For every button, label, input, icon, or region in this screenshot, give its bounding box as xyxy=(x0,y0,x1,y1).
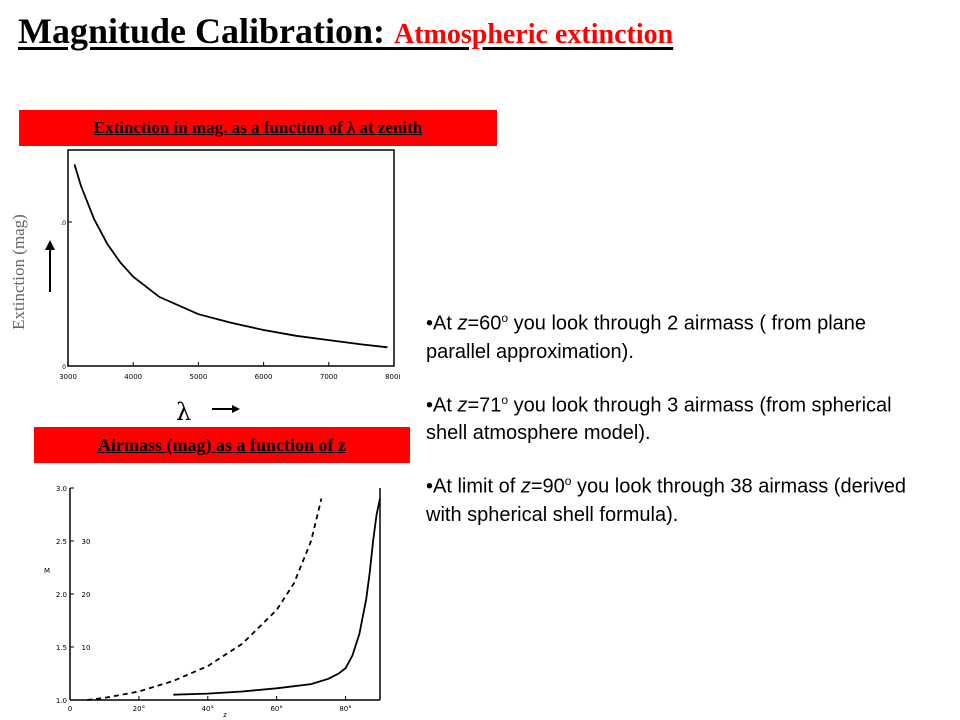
plot-frame xyxy=(67,149,395,367)
title-main: Magnitude Calibration: xyxy=(18,11,395,51)
x-tick-label: 80° xyxy=(339,705,351,713)
x-tick-label: 20° xyxy=(133,705,145,713)
plane-parallel-curve xyxy=(87,498,323,701)
x-tick-label: 5000 xyxy=(189,373,207,381)
y-tick-label: 2.5 xyxy=(56,538,67,546)
x-tick-label: 40° xyxy=(202,705,214,713)
y2-tick-label: 30 xyxy=(82,538,91,546)
y-tick-label: 1.0 xyxy=(56,697,67,705)
y-arrow-head-icon xyxy=(45,240,55,250)
y2-tick-label: 20 xyxy=(82,591,91,599)
bullet-3: •At limit of z=90o you look through 38 a… xyxy=(426,474,907,526)
x-tick-label: 7000 xyxy=(320,373,338,381)
y-tick-label: 1.0 xyxy=(60,220,66,227)
x-tick-label: 4000 xyxy=(124,373,142,381)
y-axis-label: M xyxy=(44,567,50,575)
x-tick-label: 0 xyxy=(68,705,72,713)
bullet-list: •At z=60o you look through 2 airmass ( f… xyxy=(426,304,926,549)
x-tick-label: 60° xyxy=(270,705,282,713)
extinction-curve xyxy=(73,164,388,349)
bullet-2: •At z=71o you look through 3 airmass (fr… xyxy=(426,392,892,445)
bullet-1: •At z=60o you look through 2 airmass ( f… xyxy=(426,311,867,363)
y-tick-label: 3.0 xyxy=(56,485,67,493)
lambda-symbol: λ xyxy=(176,398,192,426)
airmass-chart: 1.0 1.5 2.0 2.5 3.0 10 20 30 M 0 20° 40° 60° 80° z xyxy=(44,485,381,718)
y-tick-label: 2.0 xyxy=(56,591,67,599)
y-tick-label: 0 xyxy=(62,364,66,371)
title-subtitle: Atmospheric extinction xyxy=(394,19,674,50)
page-title: Magnitude Calibration: Atmospheric extin… xyxy=(18,10,673,52)
spherical-shell-curve xyxy=(173,498,381,696)
x-tick-label: 3000 xyxy=(60,373,77,381)
extinction-label: Extinction in mag. as a function of λ at… xyxy=(19,110,497,146)
x-arrow-head-icon xyxy=(232,405,240,413)
airmass-label: Airmass (mag) as a function of z xyxy=(34,427,410,463)
x-axis-label: z xyxy=(223,711,227,718)
y-tick-label: 1.5 xyxy=(56,644,67,652)
y2-tick-label: 10 xyxy=(82,644,91,652)
x-tick-label: 6000 xyxy=(255,373,273,381)
